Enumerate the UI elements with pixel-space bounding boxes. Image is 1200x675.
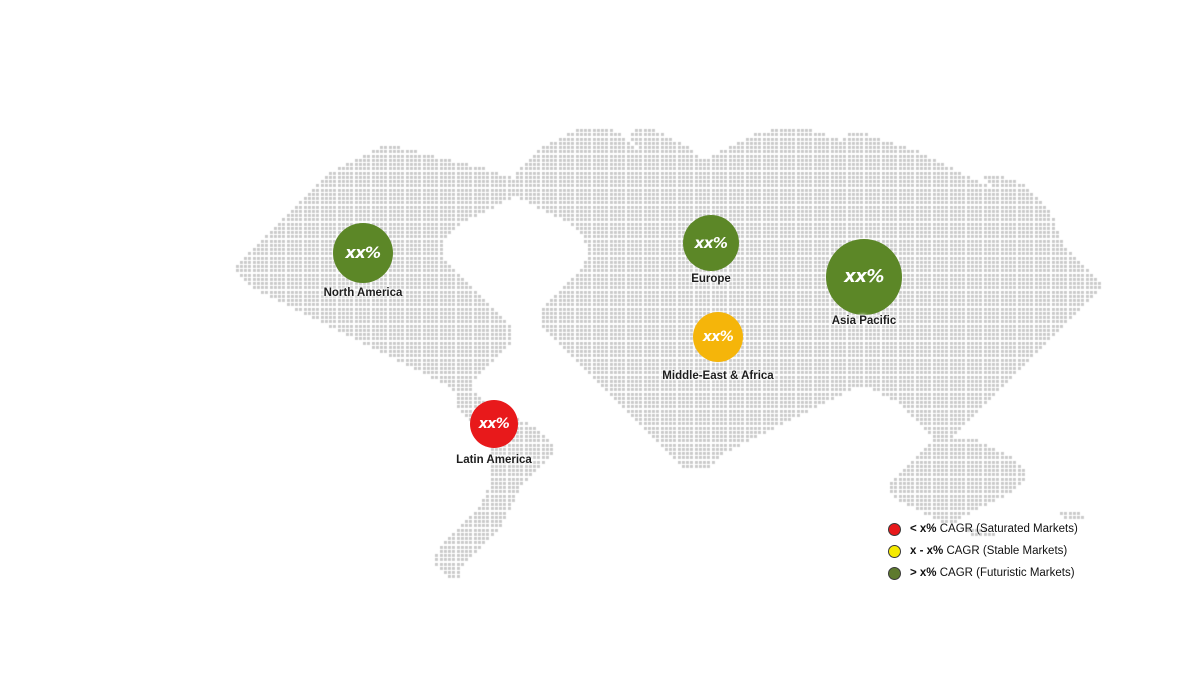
- market-bubble-latin-america[interactable]: xx%: [470, 400, 518, 448]
- bubble-value-latin-america: xx%: [478, 416, 510, 432]
- legend-item-stable: x - x% CAGR (Stable Markets): [888, 540, 1098, 562]
- legend-desc-futuristic: CAGR (Futuristic Markets): [936, 567, 1075, 579]
- region-label-latin-america: Latin America: [456, 454, 532, 466]
- region-label-europe: Europe: [691, 273, 731, 285]
- market-bubble-asia-pacific[interactable]: xx%: [826, 239, 902, 315]
- legend-dot-stable: [888, 544, 901, 558]
- legend-range-futuristic: > x%: [910, 567, 937, 579]
- bubble-value-asia-pacific: xx%: [844, 266, 884, 287]
- legend-range-stable: x - x%: [910, 545, 944, 557]
- legend-label-saturated: < x% CAGR (Saturated Markets): [910, 523, 1078, 535]
- market-bubble-middle-east-africa[interactable]: xx%: [693, 312, 743, 362]
- legend-label-futuristic: > x% CAGR (Futuristic Markets): [910, 567, 1075, 579]
- bubble-value-middle-east-africa: xx%: [702, 329, 734, 345]
- legend-desc-saturated: CAGR (Saturated Markets): [936, 523, 1078, 535]
- legend-dot-futuristic: [888, 566, 901, 580]
- bubble-value-north-america: xx%: [345, 243, 381, 262]
- market-bubble-europe[interactable]: xx%: [683, 215, 739, 271]
- region-label-asia-pacific: Asia Pacific: [831, 315, 897, 327]
- legend: < x% CAGR (Saturated Markets) x - x% CAGR…: [888, 518, 1098, 584]
- legend-desc-stable: CAGR (Stable Markets): [943, 545, 1068, 557]
- market-bubble-north-america[interactable]: xx%: [333, 223, 393, 283]
- legend-label-stable: x - x% CAGR (Stable Markets): [910, 545, 1067, 557]
- region-label-north-america: North America: [323, 287, 403, 299]
- legend-item-futuristic: > x% CAGR (Futuristic Markets): [888, 562, 1098, 584]
- region-label-middle-east-africa: Middle-East & Africa: [662, 370, 774, 382]
- legend-range-saturated: < x%: [910, 523, 937, 535]
- bubble-value-europe: xx%: [694, 233, 728, 252]
- legend-item-saturated: < x% CAGR (Saturated Markets): [888, 518, 1098, 540]
- legend-dot-saturated: [888, 522, 901, 536]
